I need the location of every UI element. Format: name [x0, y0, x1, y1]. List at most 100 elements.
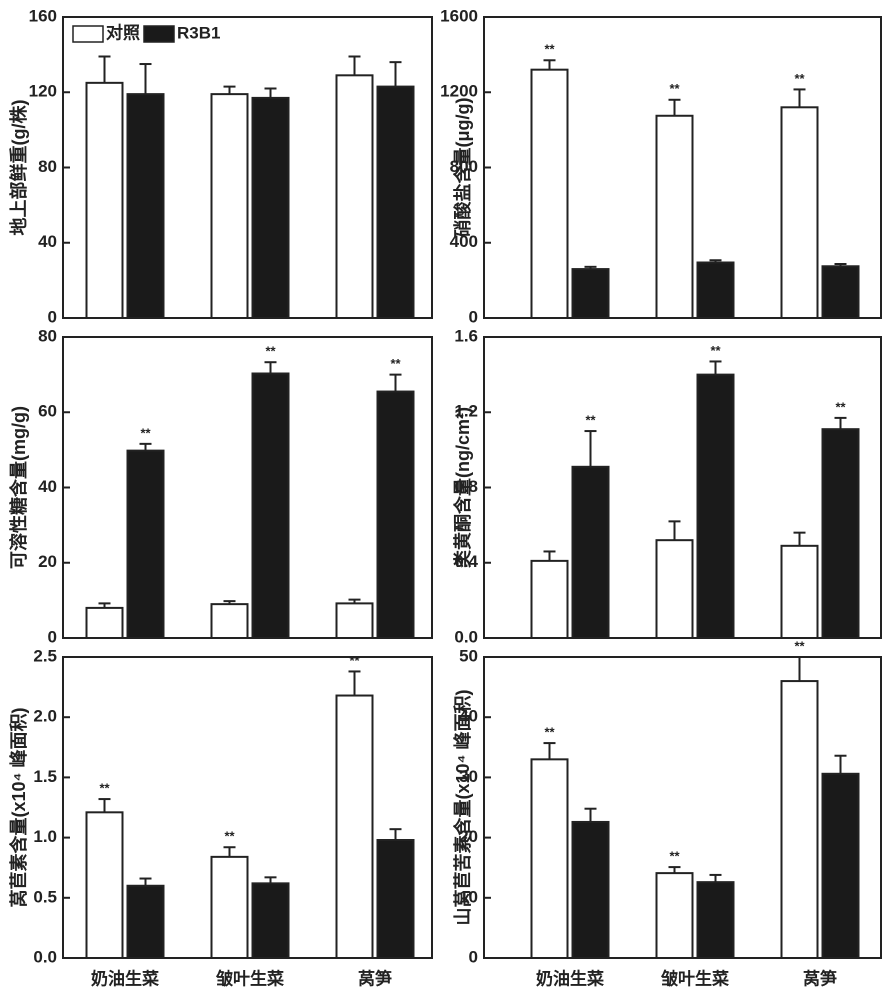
bar — [571, 465, 610, 639]
bar — [335, 602, 374, 640]
x-tick-label: 皱叶生菜 — [215, 968, 285, 988]
bar — [530, 68, 569, 319]
bar — [655, 114, 694, 319]
y-tick-label: 50 — [459, 646, 478, 665]
bar — [780, 544, 819, 639]
bar — [376, 839, 415, 959]
y-tick-label: 0.0 — [454, 627, 478, 646]
y-tick-label: 80 — [38, 326, 57, 345]
y-axis-label: 莴苣素含量(x10⁴ 峰面积) — [8, 708, 29, 908]
y-tick-label: 20 — [38, 552, 57, 571]
y-tick-label: 80 — [38, 157, 57, 176]
bar — [655, 872, 694, 959]
legend-label: R3B1 — [177, 23, 220, 42]
y-axis-label: 可溶性糖含量(mg/g) — [8, 406, 29, 569]
significance-mark: ** — [140, 425, 151, 440]
y-tick-label: 0.8 — [454, 477, 478, 496]
bar — [85, 81, 124, 319]
y-tick-label: 0 — [48, 627, 57, 646]
x-tick-label: 莴笋 — [358, 968, 392, 988]
y-tick-label: 400 — [450, 232, 478, 251]
significance-mark: ** — [390, 356, 401, 371]
y-tick-label: 0.5 — [33, 887, 57, 906]
y-tick-label: 10 — [459, 887, 478, 906]
bar — [655, 539, 694, 639]
bar — [85, 811, 124, 959]
bar — [696, 881, 735, 960]
x-tick-label: 皱叶生菜 — [660, 968, 730, 988]
y-tick-label: 120 — [29, 82, 57, 101]
bar — [335, 74, 374, 319]
bar — [335, 694, 374, 959]
bar — [85, 606, 124, 640]
bar — [530, 758, 569, 960]
bar — [126, 449, 165, 639]
significance-mark: ** — [835, 399, 846, 414]
y-tick-label: 800 — [450, 157, 478, 176]
y-tick-label: 2.5 — [33, 646, 57, 665]
y-tick-label: 40 — [38, 232, 57, 251]
bar — [210, 603, 249, 640]
y-tick-label: 30 — [459, 767, 478, 786]
bar — [696, 373, 735, 639]
legend-swatch — [72, 25, 104, 43]
y-tick-label: 1.0 — [33, 827, 57, 846]
bar — [376, 390, 415, 639]
y-tick-label: 2.0 — [33, 707, 57, 726]
significance-mark: ** — [669, 81, 680, 96]
bar — [210, 93, 249, 319]
significance-mark: ** — [349, 653, 360, 668]
bar — [251, 96, 290, 319]
y-tick-label: 160 — [29, 6, 57, 25]
y-tick-label: 1.5 — [33, 767, 57, 786]
significance-mark: ** — [794, 638, 805, 653]
x-tick-label: 奶油生菜 — [91, 968, 160, 988]
y-axis-label: 硝酸盐含量(μg/g) — [452, 98, 473, 238]
significance-mark: ** — [265, 344, 276, 359]
y-tick-label: 40 — [38, 477, 57, 496]
significance-mark: ** — [710, 343, 721, 358]
bar — [376, 85, 415, 319]
bar — [821, 428, 860, 639]
y-tick-label: 60 — [38, 402, 57, 421]
y-tick-label: 1.2 — [454, 402, 478, 421]
significance-mark: ** — [794, 71, 805, 86]
bar — [821, 265, 860, 319]
y-tick-label: 1600 — [440, 6, 478, 25]
y-tick-label: 40 — [459, 707, 478, 726]
significance-mark: ** — [669, 849, 680, 864]
y-tick-label: 0.0 — [33, 947, 57, 966]
y-axis-label: 地上部鲜重(g/株) — [8, 100, 29, 236]
bar — [571, 268, 610, 319]
y-tick-label: 0.4 — [454, 552, 478, 571]
y-axis-label: 类黄酮含量(ng/cm²) — [452, 407, 473, 568]
y-axis-label: 山莴苣苦素含量(x10⁴ 峰面积) — [452, 690, 473, 926]
y-tick-label: 20 — [459, 827, 478, 846]
bar — [696, 261, 735, 319]
bar — [530, 559, 569, 640]
significance-mark: ** — [224, 829, 235, 844]
bar — [821, 772, 860, 960]
bar — [571, 820, 610, 959]
bar — [251, 372, 290, 639]
y-tick-label: 1200 — [440, 82, 478, 101]
bar — [780, 106, 819, 319]
bar — [126, 93, 165, 319]
y-tick-label: 0 — [48, 307, 57, 326]
y-tick-label: 0 — [469, 307, 478, 326]
bar — [251, 882, 290, 959]
bar — [780, 680, 819, 960]
significance-mark: ** — [544, 42, 555, 57]
y-tick-label: 0 — [469, 947, 478, 966]
significance-mark: ** — [544, 725, 555, 740]
bar — [126, 884, 165, 960]
legend-label: 对照 — [106, 22, 140, 42]
x-tick-label: 莴笋 — [803, 968, 837, 988]
bar — [210, 855, 249, 960]
significance-mark: ** — [585, 413, 596, 428]
significance-mark: ** — [99, 781, 110, 796]
y-tick-label: 1.6 — [454, 326, 478, 345]
legend-swatch — [143, 25, 175, 43]
x-tick-label: 奶油生菜 — [536, 968, 605, 988]
